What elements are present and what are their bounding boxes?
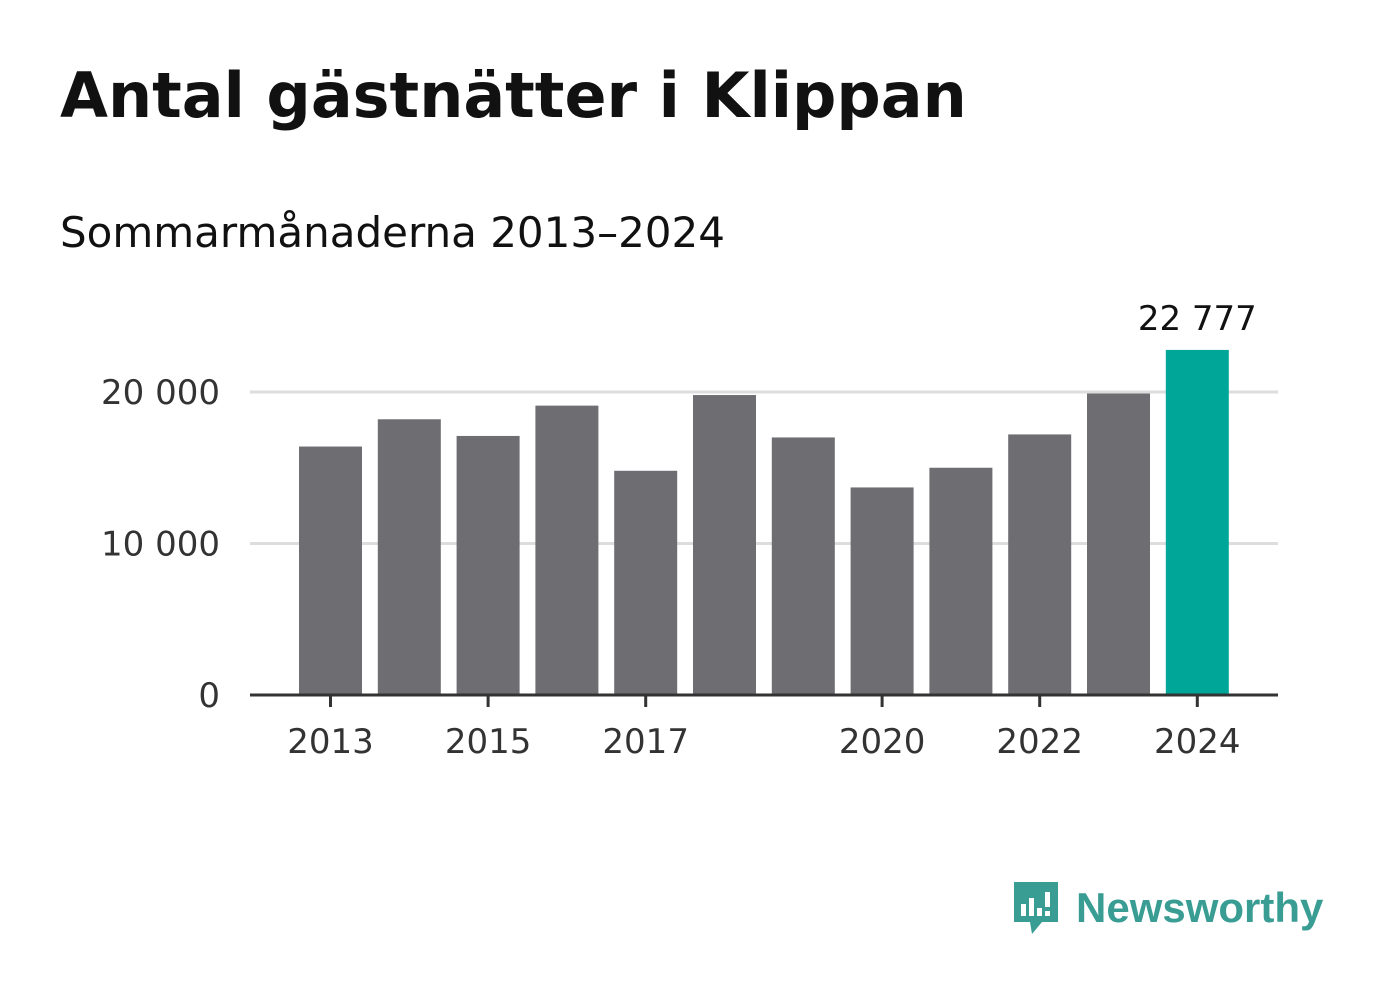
x-tick-label: 2024 (1154, 722, 1241, 762)
x-tick-label: 2020 (839, 722, 926, 762)
newsworthy-logo-icon (1014, 882, 1058, 934)
data-label: 22 777 (1138, 299, 1257, 339)
bar (456, 435, 520, 695)
brand-logo: Newsworthy (1010, 876, 1323, 940)
x-tick-label: 2022 (996, 722, 1083, 762)
bar (299, 446, 362, 695)
bar (377, 419, 441, 695)
y-tick-label: 0 (198, 676, 220, 716)
y-tick-label: 20 000 (101, 373, 220, 413)
bar (771, 437, 835, 695)
x-tick-label: 2017 (602, 722, 689, 762)
bar (850, 487, 914, 695)
chart-subtitle: Sommarmånaderna 2013–2024 (60, 208, 725, 257)
bar (614, 470, 678, 695)
brand-name: Newsworthy (1076, 884, 1324, 931)
bar (535, 405, 599, 695)
bar (1165, 349, 1229, 695)
bar (1087, 393, 1150, 695)
x-tick-label: 2015 (445, 722, 532, 762)
x-tick-label: 2013 (287, 722, 374, 762)
chart-title: Antal gästnätter i Klippan (60, 59, 967, 132)
bar (1008, 434, 1072, 695)
bar (929, 467, 993, 695)
y-tick-label: 10 000 (101, 525, 220, 565)
bar (693, 395, 756, 695)
